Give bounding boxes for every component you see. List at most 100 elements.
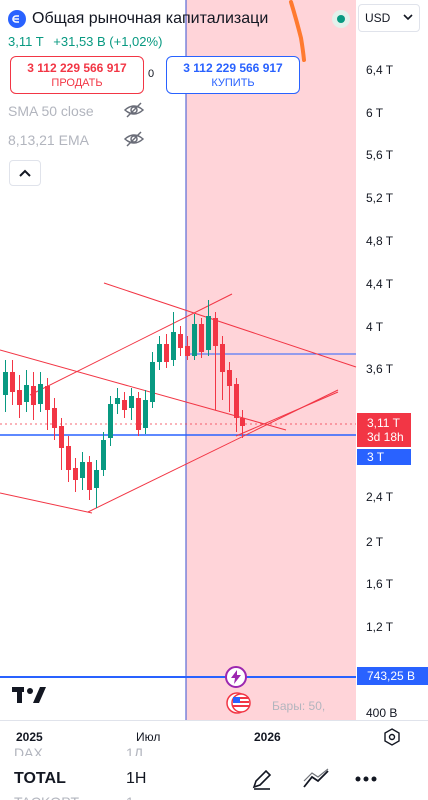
- buy-label: КУПИТЬ: [211, 77, 255, 89]
- candle-body: [80, 462, 85, 478]
- indicator-ema[interactable]: 8,13,21 EMA: [8, 131, 145, 148]
- price-scale-label: 1,2 T: [366, 620, 394, 634]
- price-change-row: 3,11 T +31,53 B (+1,02%): [8, 34, 168, 49]
- brush-icon[interactable]: [250, 767, 274, 791]
- watchlist-peek-timeframe[interactable]: 1Д: [126, 746, 144, 756]
- candlestick-series: [3, 300, 245, 508]
- spread-value: 0: [148, 68, 155, 80]
- candle-body: [185, 346, 190, 356]
- candle-body: [101, 440, 106, 470]
- price-change: +31,53 B (+1,02%): [53, 34, 163, 49]
- watchlist-timeframe[interactable]: 1H: [126, 770, 147, 787]
- candle-body: [178, 334, 183, 348]
- indicator-sma-label: SMA 50 close: [8, 103, 94, 119]
- candle-body: [220, 344, 225, 372]
- candle-body: [45, 386, 50, 410]
- symbol-row[interactable]: Общая рыночная капитализаци: [8, 8, 354, 30]
- candle-body: [52, 408, 57, 428]
- bottom-level-price-tag: 743,25 B: [357, 667, 428, 685]
- trend-line-icon[interactable]: [302, 767, 330, 791]
- candle-body: [17, 390, 22, 405]
- sell-price: 3 112 229 566 917: [27, 61, 127, 75]
- last-price: 3,11 T: [8, 34, 44, 49]
- trendline-falling-lower: [0, 492, 93, 514]
- hidden-eye-icon[interactable]: [123, 101, 145, 122]
- bars-count: Бары: 50,: [272, 699, 326, 713]
- candle-body: [213, 318, 218, 346]
- level-price-tag: 3 T: [357, 449, 411, 465]
- indicator-sma[interactable]: SMA 50 close: [8, 102, 145, 119]
- price-scale-label: 5,6 T: [366, 148, 394, 162]
- watchlist-peek-symbol[interactable]: TACKOPT: [14, 794, 79, 800]
- price-scale-label: 4 T: [366, 320, 384, 334]
- hidden-eye-icon[interactable]: [123, 130, 145, 151]
- trendline-lower-extension: [235, 391, 339, 437]
- price-scale-label: 3,6 T: [366, 362, 394, 376]
- chevron-up-icon: [19, 169, 31, 177]
- time-axis[interactable]: 2025 Июл 2026: [0, 720, 428, 750]
- more-icon[interactable]: [354, 775, 378, 783]
- buy-price: 3 112 229 566 917: [183, 61, 283, 75]
- candle-body: [10, 372, 15, 392]
- candle-body: [24, 385, 29, 402]
- candle-body: [3, 372, 8, 395]
- settings-icon[interactable]: [383, 728, 401, 746]
- candle-body: [38, 384, 43, 404]
- candle-body: [199, 324, 204, 352]
- current-price-tag: 3,11 T 3d 18h: [357, 413, 411, 447]
- tradingview-logo[interactable]: [12, 687, 46, 703]
- bar-countdown: 3d 18h: [367, 430, 404, 444]
- buy-button[interactable]: 3 112 229 566 917 КУПИТЬ: [166, 56, 300, 94]
- collapse-legend-button[interactable]: [9, 160, 41, 186]
- candle-body: [157, 344, 162, 362]
- candle-body: [66, 446, 71, 470]
- candle-body: [192, 324, 197, 356]
- candle-body: [171, 332, 176, 360]
- price-scale-label: 4,8 T: [366, 234, 394, 248]
- trendline-channel-top-1: [103, 282, 357, 368]
- chart-header: Общая рыночная капитализаци 3,11 T +31,5…: [0, 0, 356, 100]
- price-chart[interactable]: [0, 0, 428, 720]
- candle-body: [206, 316, 211, 350]
- candle-body: [87, 462, 92, 490]
- currency-selector[interactable]: USD: [358, 4, 420, 32]
- current-price-value: 3,11 T: [367, 416, 400, 430]
- candle-body: [115, 398, 120, 404]
- watchlist-row-current[interactable]: TOTAL 1H: [0, 763, 428, 795]
- logo-icon: [8, 10, 26, 28]
- time-label: Июл: [136, 730, 161, 744]
- candle-body: [122, 400, 127, 410]
- candle-body: [136, 398, 141, 430]
- market-open-icon[interactable]: [332, 10, 350, 28]
- time-label: 2026: [254, 730, 281, 744]
- candle-body: [164, 344, 169, 362]
- candle-body: [234, 384, 239, 418]
- candle-body: [73, 468, 78, 480]
- candle-body: [150, 362, 155, 402]
- price-scale-label: 2,4 T: [366, 490, 394, 504]
- price-scale-label: 6,4 T: [366, 63, 394, 77]
- chevron-down-icon: [403, 14, 413, 21]
- price-scale-label: 6 T: [366, 106, 384, 120]
- lightning-icon[interactable]: [225, 666, 247, 688]
- candle-body: [143, 400, 148, 428]
- symbol-title[interactable]: Общая рыночная капитализаци: [32, 10, 269, 27]
- candle-body: [59, 426, 64, 448]
- price-scale-label: 1,6 T: [366, 577, 394, 591]
- candle-body: [227, 370, 232, 386]
- price-scale-label: 4,4 T: [366, 277, 394, 291]
- price-scale-label: 2 T: [366, 535, 384, 549]
- time-label: 2025: [16, 730, 43, 744]
- candle-body: [129, 396, 134, 408]
- price-scale-label: 5,2 T: [366, 191, 394, 205]
- candle-body: [240, 418, 245, 426]
- trendline-rising-upper: [29, 293, 233, 396]
- watchlist-peek-timeframe[interactable]: 1: [126, 794, 134, 800]
- sell-label: ПРОДАТЬ: [51, 77, 103, 89]
- sell-button[interactable]: 3 112 229 566 917 ПРОДАТЬ: [10, 56, 144, 94]
- watchlist-symbol[interactable]: TOTAL: [14, 770, 66, 787]
- watchlist-peek-symbol[interactable]: DAX: [14, 746, 43, 756]
- us-flag-icon[interactable]: [223, 692, 251, 714]
- candle-body: [94, 470, 99, 488]
- candle-body: [31, 386, 36, 405]
